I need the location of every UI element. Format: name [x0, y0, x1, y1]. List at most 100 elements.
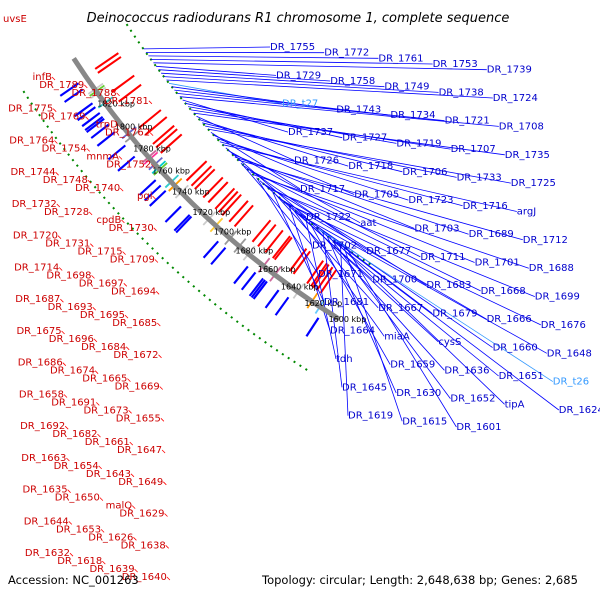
gene-label[interactable]: aat	[360, 218, 376, 229]
gene-label[interactable]: DR_1734	[390, 110, 435, 121]
gene-label[interactable]: DR_1699	[535, 292, 580, 303]
gene-label[interactable]: DR_1652	[450, 394, 495, 405]
gene-label[interactable]: DR_1650	[55, 493, 100, 504]
reverse-gene-feature[interactable]	[84, 116, 104, 131]
gene-label[interactable]: DR_1714	[14, 263, 59, 274]
gene-label[interactable]: DR_1644	[24, 516, 69, 527]
gene-label[interactable]: DR_1703	[414, 224, 459, 235]
gene-label[interactable]: DR_1659	[390, 360, 435, 371]
gene-label[interactable]: DR_1744	[10, 167, 55, 178]
gene-label[interactable]: DR_1727	[342, 133, 387, 144]
forward-gene-feature[interactable]	[292, 250, 311, 275]
gene-label[interactable]: DR_1692	[20, 421, 65, 432]
gene-label[interactable]: DR_1691	[51, 397, 96, 408]
gene-label[interactable]: DR_1731	[45, 239, 90, 250]
reverse-gene-feature[interactable]	[149, 190, 167, 207]
gene-label[interactable]: DR_1733	[457, 172, 502, 183]
gene-label[interactable]: DR_1686	[18, 358, 63, 369]
gene-label[interactable]: DR_1729	[276, 70, 321, 81]
gene-label[interactable]: DR_1668	[481, 286, 526, 297]
reverse-gene-feature[interactable]	[173, 214, 191, 232]
gene-label[interactable]: DR_1730	[109, 223, 154, 234]
gene-label[interactable]: DR_1664	[330, 326, 375, 337]
gene-label[interactable]: DR_1629	[119, 509, 164, 520]
forward-gene-feature[interactable]	[144, 116, 168, 136]
gene-label[interactable]: DR_1755	[270, 42, 315, 53]
forward-gene-feature[interactable]	[97, 56, 122, 74]
gene-label[interactable]: DR_1630	[396, 388, 441, 399]
reverse-gene-feature[interactable]	[96, 131, 116, 147]
gene-label[interactable]: DR_1669	[115, 382, 160, 393]
reverse-gene-feature[interactable]	[248, 277, 264, 297]
forward-gene-feature[interactable]	[111, 74, 135, 93]
forward-gene-feature[interactable]	[233, 204, 254, 228]
gene-label[interactable]: DR_1754	[42, 143, 87, 154]
gene-label[interactable]: DR_1702	[312, 241, 357, 252]
gene-label[interactable]: trpD	[96, 120, 118, 131]
gene-label[interactable]: DR_1749	[384, 82, 429, 93]
gene-label[interactable]: DR_1697	[79, 278, 124, 289]
gene-label[interactable]: DR_1743	[336, 104, 381, 115]
gene-label[interactable]: DR_1653	[56, 524, 101, 535]
reverse-gene-feature[interactable]	[305, 317, 320, 337]
gene-label[interactable]: DR_1683	[426, 280, 471, 291]
gene-label[interactable]: DR_1748	[43, 175, 88, 186]
gene-label[interactable]: DR_1645	[342, 382, 387, 393]
gene-label[interactable]: DR_1707	[451, 144, 496, 155]
reverse-gene-feature[interactable]	[202, 240, 219, 259]
gene-label[interactable]: DR_1673	[83, 405, 128, 416]
reverse-gene-feature[interactable]	[74, 102, 94, 118]
gene-label[interactable]: DR_1762	[105, 128, 150, 139]
gene-label[interactable]: DR_1626	[88, 532, 133, 543]
gene-label[interactable]: cysS	[438, 337, 461, 348]
gene-label[interactable]: DR_1688	[529, 263, 574, 274]
reverse-gene-feature[interactable]	[164, 205, 182, 223]
forward-gene-feature[interactable]	[190, 165, 213, 187]
gene-label[interactable]: DR_1679	[432, 309, 477, 320]
reverse-gene-feature[interactable]	[250, 279, 266, 299]
forward-gene-feature[interactable]	[257, 224, 277, 247]
forward-gene-feature[interactable]	[207, 181, 229, 204]
gene-label[interactable]: tdh	[336, 354, 353, 365]
forward-gene-feature[interactable]	[118, 83, 142, 103]
gene-label[interactable]: mnmA	[86, 151, 119, 162]
forward-gene-feature[interactable]	[319, 269, 338, 294]
gene-label[interactable]: DR_1655	[116, 413, 161, 424]
reverse-gene-feature[interactable]	[274, 296, 290, 316]
forward-gene-feature[interactable]	[251, 219, 272, 243]
reverse-gene-feature[interactable]	[86, 117, 105, 133]
reverse-gene-feature[interactable]	[210, 247, 227, 265]
gene-label[interactable]: DR_1666	[487, 314, 532, 325]
gene-label[interactable]: DR_1635	[22, 485, 67, 496]
reverse-gene-feature[interactable]	[175, 215, 193, 234]
gene-label[interactable]: DR_1715	[77, 247, 122, 258]
gene-label[interactable]: DR_1615	[402, 416, 447, 427]
gene-label[interactable]: DR_1772	[324, 48, 369, 59]
reverse-gene-feature[interactable]	[81, 112, 101, 128]
gene-label[interactable]: argJ	[517, 207, 536, 218]
gene-label[interactable]: DR_1643	[86, 469, 131, 480]
gene-label[interactable]: DR_1681	[324, 297, 369, 308]
gene-label[interactable]: cpdB	[96, 215, 121, 226]
forward-gene-feature[interactable]	[312, 264, 330, 289]
gene-label[interactable]: DR_1740	[75, 183, 120, 194]
reverse-gene-feature[interactable]	[90, 123, 110, 139]
forward-gene-feature[interactable]	[155, 128, 178, 149]
gene-label[interactable]: DR_1687	[15, 294, 60, 305]
gene-label[interactable]: DR_1651	[499, 371, 544, 382]
gene-label[interactable]: DR_t27	[282, 99, 318, 110]
forward-gene-feature[interactable]	[306, 260, 324, 285]
gene-label[interactable]: DR_1753	[433, 59, 478, 70]
gene-label[interactable]: DR_1705	[354, 190, 399, 201]
gene-label[interactable]: DR_1638	[121, 540, 166, 551]
forward-gene-feature[interactable]	[272, 235, 291, 259]
gene-label[interactable]: miaA	[384, 331, 410, 342]
forward-gene-feature[interactable]	[218, 190, 239, 213]
gene-label[interactable]: DR_1677	[366, 246, 411, 257]
gene-label[interactable]: DR_1717	[300, 184, 345, 195]
gene-label[interactable]: malQ	[106, 501, 133, 512]
forward-gene-feature[interactable]	[185, 160, 208, 182]
gene-label[interactable]: DR_1693	[48, 302, 93, 313]
gene-label[interactable]: infB	[33, 72, 53, 83]
reverse-gene-feature[interactable]	[264, 289, 280, 309]
